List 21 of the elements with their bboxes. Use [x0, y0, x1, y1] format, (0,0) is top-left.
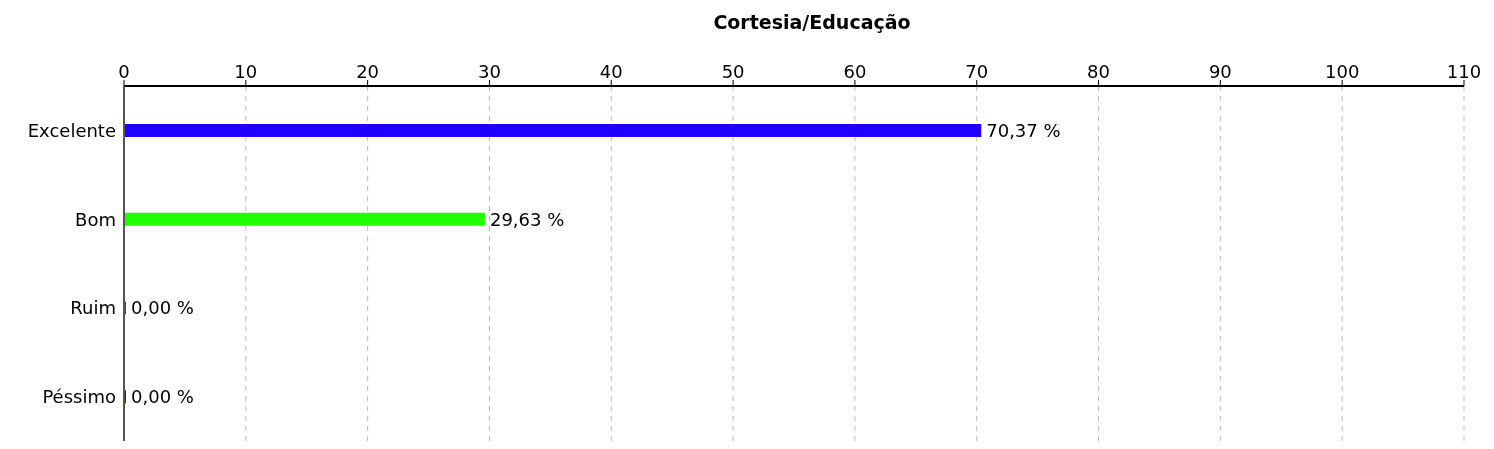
- x-tick-label: 70: [965, 61, 989, 82]
- data-label: 70,37 %: [986, 119, 1061, 141]
- data-label: 0,00 %: [131, 386, 194, 408]
- x-tick-label: 30: [478, 61, 501, 82]
- x-tick-label: 40: [599, 61, 623, 82]
- y-tick-label: Péssimo: [42, 386, 116, 408]
- x-tick-label: 10: [234, 61, 258, 82]
- chart-title: Cortesia/Educação: [712, 10, 912, 35]
- x-tick-label: 110: [1446, 61, 1482, 82]
- x-tick-label: 80: [1087, 61, 1110, 82]
- x-tick-label: 50: [721, 61, 745, 82]
- x-tick-label: 0: [118, 61, 130, 82]
- y-tick-label: Excelente: [27, 119, 116, 141]
- x-tick-label: 100: [1325, 61, 1360, 82]
- x-tick-label: 90: [1208, 61, 1232, 82]
- y-tick-label: Bom: [75, 208, 116, 230]
- x-tick-label: 20: [356, 61, 380, 82]
- data-label: 29,63 %: [489, 208, 565, 230]
- x-tick-label: 60: [843, 61, 867, 82]
- y-tick-label: Ruim: [70, 297, 116, 319]
- data-label: 0,00 %: [131, 297, 194, 319]
